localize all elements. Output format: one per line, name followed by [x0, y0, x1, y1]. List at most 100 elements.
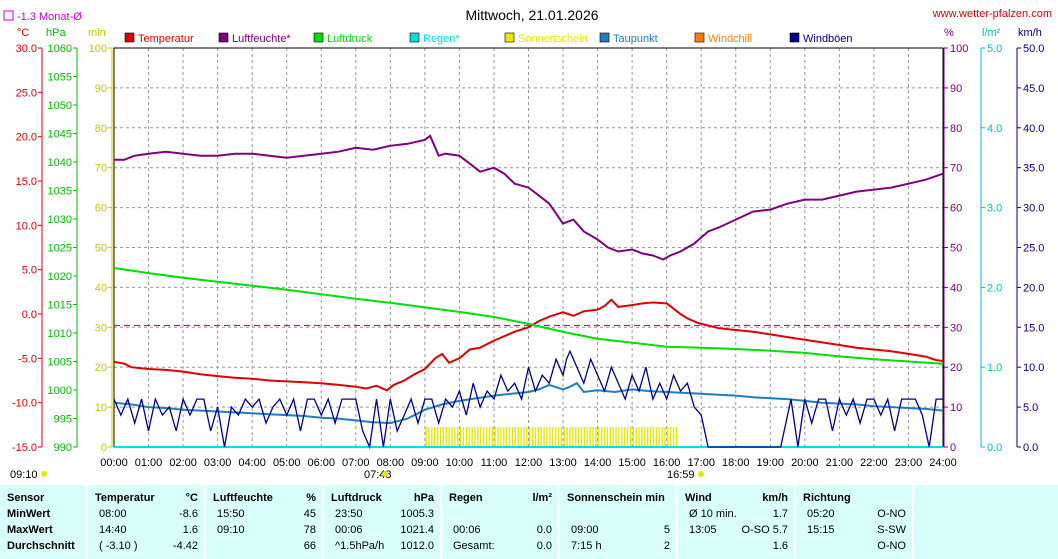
pressure-tick-label: 1060	[48, 43, 72, 55]
sunshine-bar	[583, 427, 586, 447]
sunshine-bar	[520, 427, 522, 447]
wind-tick-label: 35.0	[1023, 163, 1044, 175]
stats-time: 09:00	[571, 524, 599, 536]
sunshine-bars	[425, 427, 678, 447]
stats-row: 15:50 45	[206, 506, 322, 522]
stats-value: 0.0	[536, 540, 552, 552]
pressure-tick-label: 1025	[48, 243, 72, 255]
stats-header: Temperatur °C	[88, 490, 204, 506]
sunshine-tick-label: 0	[101, 442, 107, 454]
sunshine-bar	[595, 427, 597, 447]
weather-chart: 30.0 25.0 20.0 15.0 10.0 5.0 0.0 -5.0 -10.0 -15.0…	[3, 7, 1052, 481]
sunshine-bar	[462, 427, 465, 447]
sunshine-tick-label: 50	[95, 243, 107, 255]
sunshine-bar	[644, 427, 646, 447]
stats-col-sensor: Sensor MinWert MaxWert Durchschnitt	[0, 485, 86, 559]
sunshine-tick-label: 40	[95, 282, 107, 294]
sunshine-bar	[431, 427, 433, 447]
stats-time: 15:15	[807, 524, 835, 536]
stats-unit: hPa	[413, 492, 434, 504]
pressure-tick-label: 1040	[48, 157, 72, 169]
sunshine-bar	[615, 427, 617, 447]
sunshine-bar	[465, 427, 468, 447]
temperature-tick-label: 5.0	[22, 265, 37, 277]
sunshine-bar	[491, 427, 493, 447]
unit-temperature: °C	[17, 27, 29, 39]
legend-swatch	[789, 32, 800, 43]
sunset-label: 16:59	[667, 469, 695, 481]
stats-time: 13:05	[689, 524, 717, 536]
wind-tick-label: 0.0	[1023, 442, 1038, 454]
rain-tick-label: 1.0	[987, 362, 1002, 374]
x-tick-label: 12:00	[515, 457, 543, 469]
wind-tick-label: 5.0	[1023, 402, 1038, 414]
legend-swatch	[504, 32, 515, 43]
sunshine-bar	[457, 427, 459, 447]
sunshine-bar	[600, 427, 603, 447]
site-link[interactable]: www.wetter-pfalzen.com	[932, 8, 1052, 20]
stats-row: 13:05 O-SO 5.7	[678, 522, 794, 538]
sunshine-bar	[569, 427, 571, 447]
stats-row: MaxWert	[0, 522, 86, 538]
x-tick-label: 00:00	[100, 457, 128, 469]
stats-header: Richtung	[796, 490, 912, 506]
x-tick-label: 05:00	[273, 457, 301, 469]
stats-header: Luftdruck hPa	[324, 490, 440, 506]
sunshine-bar	[661, 427, 663, 447]
stats-title: Sensor	[7, 492, 45, 504]
stats-value: 0.0	[536, 524, 552, 536]
sunshine-tick-label: 70	[95, 163, 107, 175]
stats-row: 1.6	[678, 538, 794, 554]
sunshine-bar	[638, 427, 640, 447]
temperature-tick-label: -5.0	[18, 353, 37, 365]
x-tick-label: 22:00	[860, 457, 888, 469]
sunshine-bar	[474, 427, 476, 447]
legend-label: Windböen	[803, 33, 853, 45]
stats-value: 45	[303, 508, 316, 520]
humidity-tick-label: 0	[950, 442, 956, 454]
stats-row: ^1.5hPa/h 1012.0	[324, 538, 440, 554]
rain-tick-label: 5.0	[987, 43, 1002, 55]
stats-row-label: MaxWert	[7, 524, 53, 536]
sunshine-bar	[448, 427, 450, 447]
humidity-tick-label: 30	[950, 322, 962, 334]
x-tick-label: 16:00	[653, 457, 681, 469]
stats-time: ^1.5hPa/h	[335, 540, 385, 552]
sunshine-bar	[612, 427, 614, 447]
sunshine-tick-label: 60	[95, 203, 107, 215]
x-tick-label: 19:00	[757, 457, 785, 469]
stats-col-empty	[914, 485, 1058, 559]
monthly-avg-label: -1.3 Monat-Ø	[17, 11, 82, 23]
legend-label: Regen*	[423, 33, 460, 45]
stats-value: 1.6	[772, 540, 788, 552]
stats-header: Sensor	[0, 490, 86, 506]
sunshine-bar	[497, 427, 499, 447]
sunshine-bar	[482, 427, 485, 447]
temperature-tick-label: 10.0	[16, 220, 37, 232]
temperature-tick-label: 25.0	[16, 87, 37, 99]
pressure-tick-label: 990	[54, 442, 72, 454]
sunshine-bar	[652, 427, 655, 447]
x-tick-label: 17:00	[687, 457, 715, 469]
sunshine-bar	[670, 427, 672, 447]
sunshine-bar	[436, 427, 439, 447]
legend-swatch	[409, 32, 420, 43]
stats-header: Wind km/h	[678, 490, 794, 506]
stats-unit: l/m²	[532, 492, 552, 504]
x-tick-label: 02:00	[169, 457, 197, 469]
stats-unit: %	[306, 492, 316, 504]
sunshine-bar	[586, 427, 588, 447]
stats-title: Temperatur	[95, 492, 155, 504]
sunshine-tick-label: 20	[95, 362, 107, 374]
stats-row: 00:06 0.0	[442, 522, 558, 538]
stats-col-pressure: Luftdruck hPa 23:50 1005.3 00:06 1021.4 ^1.5hP…	[324, 485, 440, 559]
sunshine-bar	[511, 427, 514, 447]
humidity-tick-label: 10	[950, 402, 962, 414]
stats-row: 66	[206, 538, 322, 554]
sunshine-bar	[626, 427, 629, 447]
sunshine-bar	[621, 427, 623, 447]
sunshine-tick-label: 100	[89, 43, 107, 55]
sunshine-bar	[658, 427, 660, 447]
stats-value: 2	[663, 540, 670, 552]
sunshine-bar	[485, 427, 488, 447]
